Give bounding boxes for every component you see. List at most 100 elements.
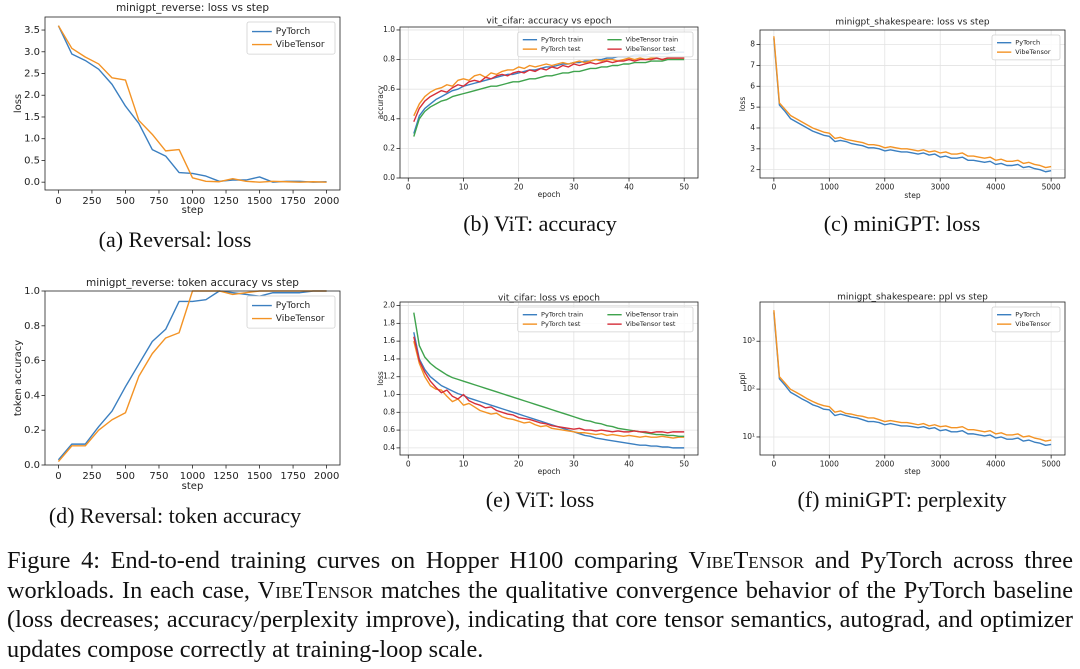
x-tick-label: 20 xyxy=(514,183,524,192)
plot-frame xyxy=(44,16,341,191)
x-tick-label: 40 xyxy=(624,460,634,469)
plot-frame xyxy=(759,301,1066,456)
x-tick-label: 0 xyxy=(55,196,61,207)
x-tick-label: 40 xyxy=(624,183,634,192)
x-tick-label: 4000 xyxy=(986,460,1005,469)
y-axis-label: loss xyxy=(13,94,24,113)
x-tick-label: 1750 xyxy=(280,196,305,207)
legend-label: PyTorch xyxy=(1015,311,1040,319)
y-tick-label: 0.8 xyxy=(383,55,395,64)
x-tick-label: 2000 xyxy=(314,471,339,482)
legend-label: VibeTensor train xyxy=(626,36,678,44)
x-axis-label: step xyxy=(904,191,920,200)
x-tick-label: 2000 xyxy=(314,196,339,207)
legend-box xyxy=(517,31,694,58)
series-line xyxy=(413,336,685,434)
x-tick-label: 1000 xyxy=(180,471,205,482)
y-tick-label: 0.0 xyxy=(383,173,395,182)
series-line xyxy=(413,57,685,123)
series-line xyxy=(773,310,1052,442)
figure-caption: Figure 4: End-to-end training curves on … xyxy=(7,546,1073,664)
x-tick-label: 750 xyxy=(149,471,168,482)
plot-frame xyxy=(44,290,341,466)
legend-label: VibeTensor test xyxy=(626,45,676,53)
x-axis-label: step xyxy=(904,467,920,476)
legend-label: VibeTensor xyxy=(1015,320,1051,328)
x-tick-label: 1750 xyxy=(280,471,305,482)
x-tick-label: 1000 xyxy=(820,460,839,469)
legend-box xyxy=(991,34,1061,61)
y-tick-label: 1.0 xyxy=(24,286,40,297)
caption-text: and PyTorch across three workloads. In e… xyxy=(7,547,1073,604)
legend-label: VibeTensor xyxy=(276,40,325,50)
y-tick-label: 1.0 xyxy=(383,390,395,399)
chart-title: minigpt_shakespeare: loss vs step xyxy=(835,18,990,28)
x-tick-label: 10 xyxy=(459,183,469,192)
y-axis-label: token accuracy xyxy=(13,340,24,416)
x-tick-label: 250 xyxy=(82,471,101,482)
subfigure-caption: (b) ViT: accuracy xyxy=(463,211,617,236)
subfigure-caption: (f) miniGPT: perplexity xyxy=(797,487,1006,512)
chart-title: minigpt_reverse: loss vs step xyxy=(116,2,269,14)
y-tick-label: 0.2 xyxy=(383,143,395,152)
y-tick-label: 0.0 xyxy=(24,460,40,471)
y-tick-label: 2.0 xyxy=(24,90,40,101)
series-line xyxy=(57,290,327,461)
chart: vit_cifar: accuracy vs epoch 0.0 0.2 0.4 0.6… xyxy=(376,17,699,236)
plot-frame xyxy=(399,301,699,456)
figure: minigpt_reverse: loss vs step 0.0 0.5 1.0 1.… xyxy=(13,2,1066,528)
x-tick-label: 1500 xyxy=(247,196,272,207)
y-tick-label: 0.6 xyxy=(24,356,40,367)
plot-frame xyxy=(399,26,699,179)
chart: vit_cifar: loss vs epoch 0.4 0.6 0.8 1.0 1.2 1… xyxy=(376,294,699,512)
y-tick-label: 0.2 xyxy=(24,425,40,436)
y-tick-label: 10¹ xyxy=(742,432,755,441)
legend-box xyxy=(246,295,336,329)
legend-label: PyTorch xyxy=(276,301,310,311)
x-tick-label: 2000 xyxy=(875,183,894,192)
y-tick-label: 1.5 xyxy=(24,112,40,123)
x-tick-label: 5000 xyxy=(1042,183,1061,192)
y-tick-label: 10² xyxy=(742,384,755,393)
chart-title: vit_cifar: accuracy vs epoch xyxy=(486,17,611,27)
legend-label: VibeTensor train xyxy=(626,311,678,319)
x-axis-label: epoch xyxy=(538,190,561,199)
y-tick-label: 1.8 xyxy=(383,318,395,327)
y-tick-label: 0.6 xyxy=(383,84,395,93)
x-tick-label: 0 xyxy=(406,183,411,192)
x-tick-label: 10 xyxy=(459,460,469,469)
chart-title: minigpt_shakespeare: ppl vs step xyxy=(837,293,988,303)
y-tick-label: 2.5 xyxy=(24,69,40,80)
y-tick-label: 8 xyxy=(750,40,755,49)
x-tick-label: 500 xyxy=(116,196,135,207)
y-tick-label: 1.2 xyxy=(383,372,395,381)
series-line xyxy=(773,36,1052,169)
caption-text: VibeTensor xyxy=(257,576,374,604)
series-line xyxy=(413,57,685,117)
caption-text: VibeTensor xyxy=(688,547,805,574)
x-axis-label: epoch xyxy=(538,467,561,476)
x-tick-label: 0 xyxy=(771,460,776,469)
y-tick-label: 3.5 xyxy=(24,25,40,36)
x-tick-label: 2000 xyxy=(875,460,894,469)
x-tick-label: 1250 xyxy=(213,196,238,207)
x-tick-label: 1250 xyxy=(213,471,238,482)
y-tick-label: 0.4 xyxy=(383,443,395,452)
chart-title: minigpt_reverse: token accuracy vs step xyxy=(86,277,299,289)
legend-label: VibeTensor xyxy=(1015,48,1051,56)
legend-label: PyTorch train xyxy=(541,311,583,319)
x-tick-label: 0 xyxy=(55,471,61,482)
chart: minigpt_reverse: loss vs step 0.0 0.5 1.0 1.… xyxy=(13,2,341,252)
y-tick-label: 10³ xyxy=(742,336,755,345)
x-tick-label: 30 xyxy=(569,183,579,192)
legend-label: PyTorch xyxy=(276,27,310,37)
y-tick-label: 1.4 xyxy=(383,354,395,363)
x-tick-label: 1000 xyxy=(820,183,839,192)
series-line xyxy=(413,58,685,137)
x-axis-label: step xyxy=(182,205,204,216)
y-tick-label: 0.8 xyxy=(24,321,40,332)
y-tick-label: 0.4 xyxy=(383,114,395,123)
